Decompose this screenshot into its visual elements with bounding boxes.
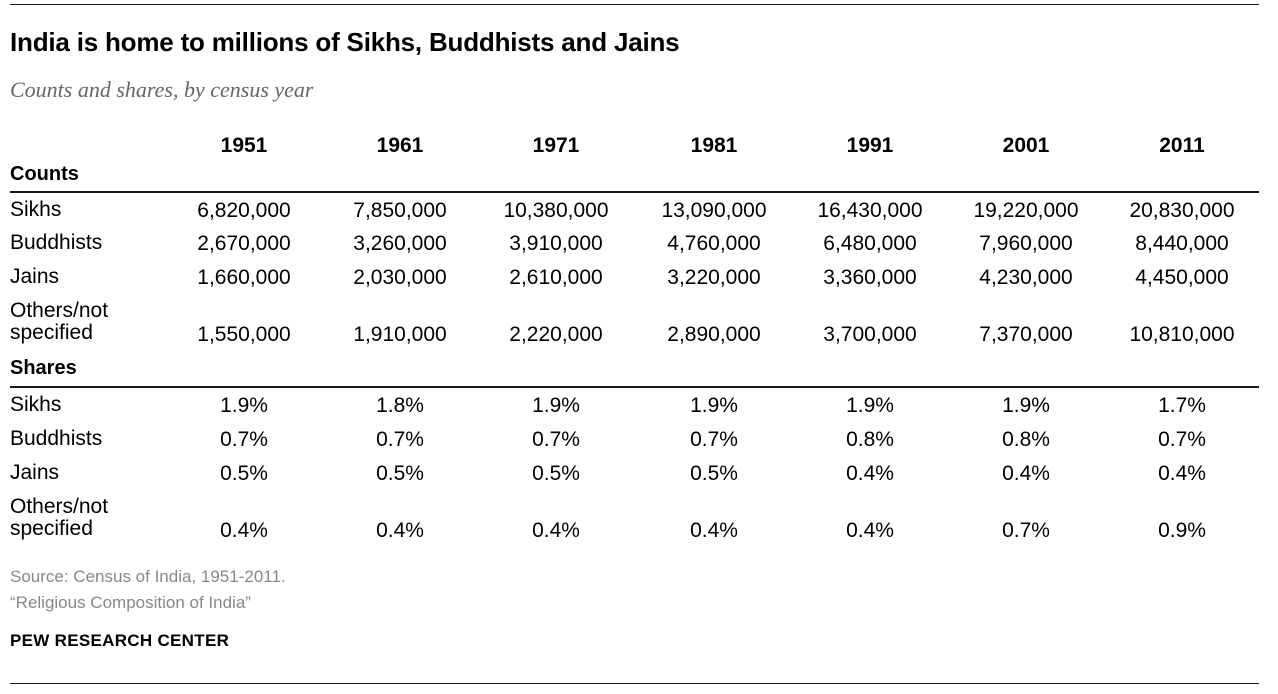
cell-counts-others-not-1971: 2,220,000 bbox=[509, 323, 603, 346]
section-rule-shares bbox=[10, 386, 1259, 388]
cell-counts-sikhs-2011: 20,830,000 bbox=[1129, 199, 1235, 222]
cell-shares-sikhs-1971: 1.9% bbox=[532, 394, 580, 417]
column-header-2001: 2001 bbox=[1002, 134, 1050, 157]
column-header-2011: 2011 bbox=[1159, 134, 1205, 157]
cell-counts-others-not-1961: 1,910,000 bbox=[353, 323, 447, 346]
section-rule-counts bbox=[10, 191, 1259, 193]
cell-shares-buddhists-1971: 0.7% bbox=[532, 428, 580, 451]
cell-shares-sikhs-1981: 1.9% bbox=[690, 394, 738, 417]
chart-title: India is home to millions of Sikhs, Budd… bbox=[10, 27, 680, 57]
cell-shares-sikhs-1961: 1.8% bbox=[376, 394, 424, 417]
row-label-shares-sikhs: Sikhs bbox=[10, 393, 62, 416]
cell-shares-sikhs-1951: 1.9% bbox=[220, 394, 268, 417]
cell-shares-jains-2011: 0.4% bbox=[1158, 462, 1206, 485]
row-label-counts-buddhists: Buddhists bbox=[10, 231, 103, 254]
cell-counts-jains-1961: 2,030,000 bbox=[353, 266, 447, 289]
cell-counts-jains-1971: 2,610,000 bbox=[509, 266, 603, 289]
cell-shares-sikhs-2011: 1.7% bbox=[1158, 394, 1206, 417]
cell-shares-buddhists-2001: 0.8% bbox=[1002, 428, 1050, 451]
cell-counts-others-not-2001: 7,370,000 bbox=[979, 323, 1073, 346]
row-label-shares-others-not: Others/not specified bbox=[10, 495, 109, 540]
section-label-shares: Shares bbox=[10, 357, 77, 379]
row-label-shares-buddhists: Buddhists bbox=[10, 427, 103, 450]
column-header-1981: 1981 bbox=[690, 134, 738, 157]
row-label-counts-jains: Jains bbox=[10, 265, 60, 288]
top-rule bbox=[10, 4, 1259, 5]
cell-counts-sikhs-1961: 7,850,000 bbox=[353, 199, 447, 222]
cell-counts-buddhists-2011: 8,440,000 bbox=[1135, 232, 1229, 255]
column-header-1951: 1951 bbox=[220, 134, 268, 157]
report-title: “Religious Composition of India” bbox=[10, 593, 251, 612]
bottom-rule bbox=[10, 683, 1259, 684]
cell-counts-buddhists-1951: 2,670,000 bbox=[197, 232, 291, 255]
cell-counts-sikhs-2001: 19,220,000 bbox=[973, 199, 1079, 222]
cell-shares-jains-1951: 0.5% bbox=[220, 462, 268, 485]
chart-subtitle: Counts and shares, by census year bbox=[10, 77, 314, 102]
pew-research-logo: PEW RESEARCH CENTER bbox=[10, 631, 230, 650]
cell-shares-buddhists-2011: 0.7% bbox=[1158, 428, 1206, 451]
cell-counts-jains-2011: 4,450,000 bbox=[1135, 266, 1229, 289]
cell-shares-buddhists-1981: 0.7% bbox=[690, 428, 738, 451]
cell-counts-jains-1991: 3,360,000 bbox=[823, 266, 917, 289]
cell-counts-sikhs-1981: 13,090,000 bbox=[661, 199, 767, 222]
cell-shares-sikhs-1991: 1.9% bbox=[846, 394, 894, 417]
cell-counts-jains-2001: 4,230,000 bbox=[979, 266, 1073, 289]
cell-shares-others-not-1951: 0.4% bbox=[220, 519, 268, 542]
cell-shares-others-not-2001: 0.7% bbox=[1002, 519, 1050, 542]
row-label-shares-jains: Jains bbox=[10, 461, 60, 484]
cell-shares-sikhs-2001: 1.9% bbox=[1002, 394, 1050, 417]
cell-shares-jains-1991: 0.4% bbox=[846, 462, 894, 485]
cell-shares-buddhists-1991: 0.8% bbox=[846, 428, 894, 451]
cell-shares-jains-1981: 0.5% bbox=[690, 462, 738, 485]
cell-shares-others-not-1991: 0.4% bbox=[846, 519, 894, 542]
cell-counts-buddhists-1971: 3,910,000 bbox=[509, 232, 603, 255]
cell-counts-jains-1951: 1,660,000 bbox=[197, 266, 291, 289]
cell-shares-others-not-1971: 0.4% bbox=[532, 519, 580, 542]
section-label-counts: Counts bbox=[10, 163, 79, 185]
cell-counts-sikhs-1991: 16,430,000 bbox=[817, 199, 923, 222]
row-label-counts-others-not: Others/not specified bbox=[10, 299, 109, 344]
cell-counts-buddhists-1981: 4,760,000 bbox=[667, 232, 761, 255]
cell-shares-jains-1961: 0.5% bbox=[376, 462, 424, 485]
cell-counts-others-not-1991: 3,700,000 bbox=[823, 323, 917, 346]
column-header-1961: 1961 bbox=[376, 134, 424, 157]
column-header-1971: 1971 bbox=[532, 134, 580, 157]
cell-counts-buddhists-1991: 6,480,000 bbox=[823, 232, 917, 255]
cell-counts-others-not-2011: 10,810,000 bbox=[1129, 323, 1235, 346]
source-line: Source: Census of India, 1951-2011. bbox=[10, 567, 286, 586]
cell-shares-others-not-1981: 0.4% bbox=[690, 519, 738, 542]
row-label-counts-sikhs: Sikhs bbox=[10, 198, 62, 221]
cell-counts-jains-1981: 3,220,000 bbox=[667, 266, 761, 289]
column-header-1991: 1991 bbox=[846, 134, 894, 157]
cell-shares-buddhists-1951: 0.7% bbox=[220, 428, 268, 451]
cell-counts-others-not-1951: 1,550,000 bbox=[197, 323, 291, 346]
cell-counts-sikhs-1951: 6,820,000 bbox=[197, 199, 291, 222]
cell-counts-buddhists-1961: 3,260,000 bbox=[353, 232, 447, 255]
cell-counts-others-not-1981: 2,890,000 bbox=[667, 323, 761, 346]
cell-shares-others-not-1961: 0.4% bbox=[376, 519, 424, 542]
cell-shares-buddhists-1961: 0.7% bbox=[376, 428, 424, 451]
cell-shares-jains-1971: 0.5% bbox=[532, 462, 580, 485]
cell-counts-buddhists-2001: 7,960,000 bbox=[979, 232, 1073, 255]
cell-shares-others-not-2011: 0.9% bbox=[1158, 519, 1206, 542]
cell-shares-jains-2001: 0.4% bbox=[1002, 462, 1050, 485]
cell-counts-sikhs-1971: 10,380,000 bbox=[503, 199, 609, 222]
